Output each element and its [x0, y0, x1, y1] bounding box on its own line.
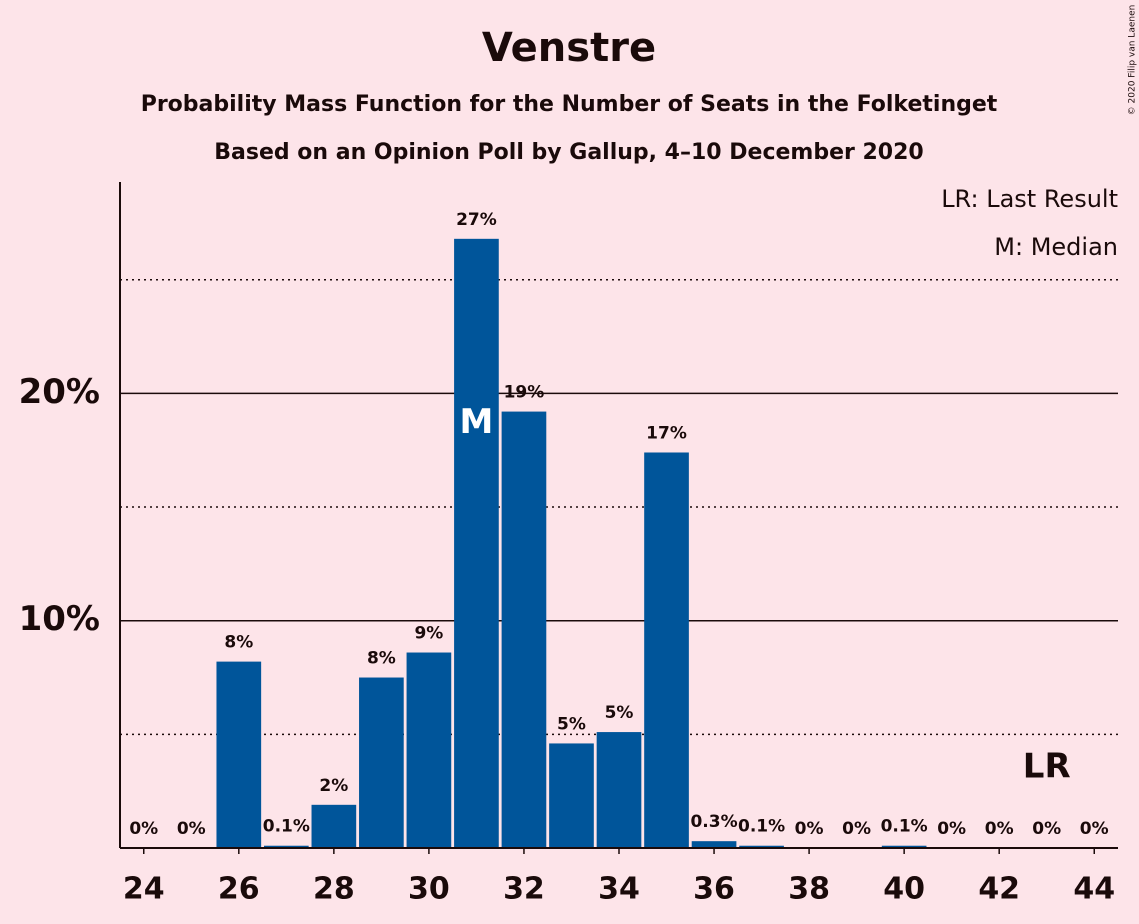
value-label: 17% — [646, 423, 687, 443]
value-label: 9% — [414, 624, 443, 644]
bar — [311, 804, 357, 848]
bar — [691, 841, 737, 848]
x-tick-label: 36 — [693, 872, 735, 907]
bar — [216, 661, 262, 848]
value-label: 5% — [557, 714, 586, 734]
chart-title: Venstre — [482, 25, 656, 71]
value-label: 0% — [937, 819, 966, 839]
value-label: 19% — [504, 383, 545, 403]
bar — [549, 743, 594, 848]
bar — [739, 845, 784, 848]
x-tick-label: 30 — [408, 872, 450, 907]
x-tick-label: 24 — [123, 872, 165, 907]
value-label: 0.1% — [263, 817, 310, 837]
y-tick-label: 20% — [19, 372, 100, 412]
bar — [359, 677, 404, 848]
legend-entry: M: Median — [994, 233, 1118, 261]
value-label: 8% — [224, 633, 253, 653]
value-label: 0% — [985, 819, 1014, 839]
value-label: 0% — [795, 819, 824, 839]
value-label: 0% — [1032, 819, 1061, 839]
value-label: 0% — [129, 819, 158, 839]
bar — [596, 732, 642, 848]
x-tick-label: 34 — [598, 872, 640, 907]
x-tick-label: 44 — [1073, 872, 1115, 907]
annotation: M — [460, 402, 494, 442]
value-label: 0% — [1080, 819, 1109, 839]
value-label: 2% — [319, 776, 348, 796]
chart-subtitle: Based on an Opinion Poll by Gallup, 4–10… — [214, 140, 923, 165]
x-tick-label: 28 — [313, 872, 355, 907]
y-tick-label: 10% — [19, 599, 100, 639]
value-label: 5% — [605, 703, 634, 723]
x-tick-label: 40 — [883, 872, 925, 907]
value-label: 0.1% — [738, 817, 785, 837]
copyright: © 2020 Filip van Laenen — [1128, 5, 1138, 116]
bar — [644, 452, 689, 848]
value-label: 0% — [177, 819, 206, 839]
x-tick-label: 38 — [788, 872, 830, 907]
bar — [881, 845, 927, 848]
chart-subtitle: Probability Mass Function for the Number… — [141, 92, 998, 117]
value-label: 0.1% — [881, 817, 928, 837]
bar — [454, 238, 499, 849]
value-label: 27% — [456, 210, 497, 230]
x-tick-label: 26 — [218, 872, 260, 907]
value-label: 0.3% — [690, 812, 737, 832]
legend-entry: LR: Last Result — [941, 185, 1118, 213]
x-tick-label: 42 — [978, 872, 1020, 907]
bar — [501, 411, 547, 848]
x-tick-label: 32 — [503, 872, 545, 907]
bar — [406, 652, 452, 848]
annotation: LR — [1023, 747, 1071, 787]
bar — [263, 845, 309, 848]
value-label: 0% — [842, 819, 871, 839]
value-label: 8% — [367, 649, 396, 669]
